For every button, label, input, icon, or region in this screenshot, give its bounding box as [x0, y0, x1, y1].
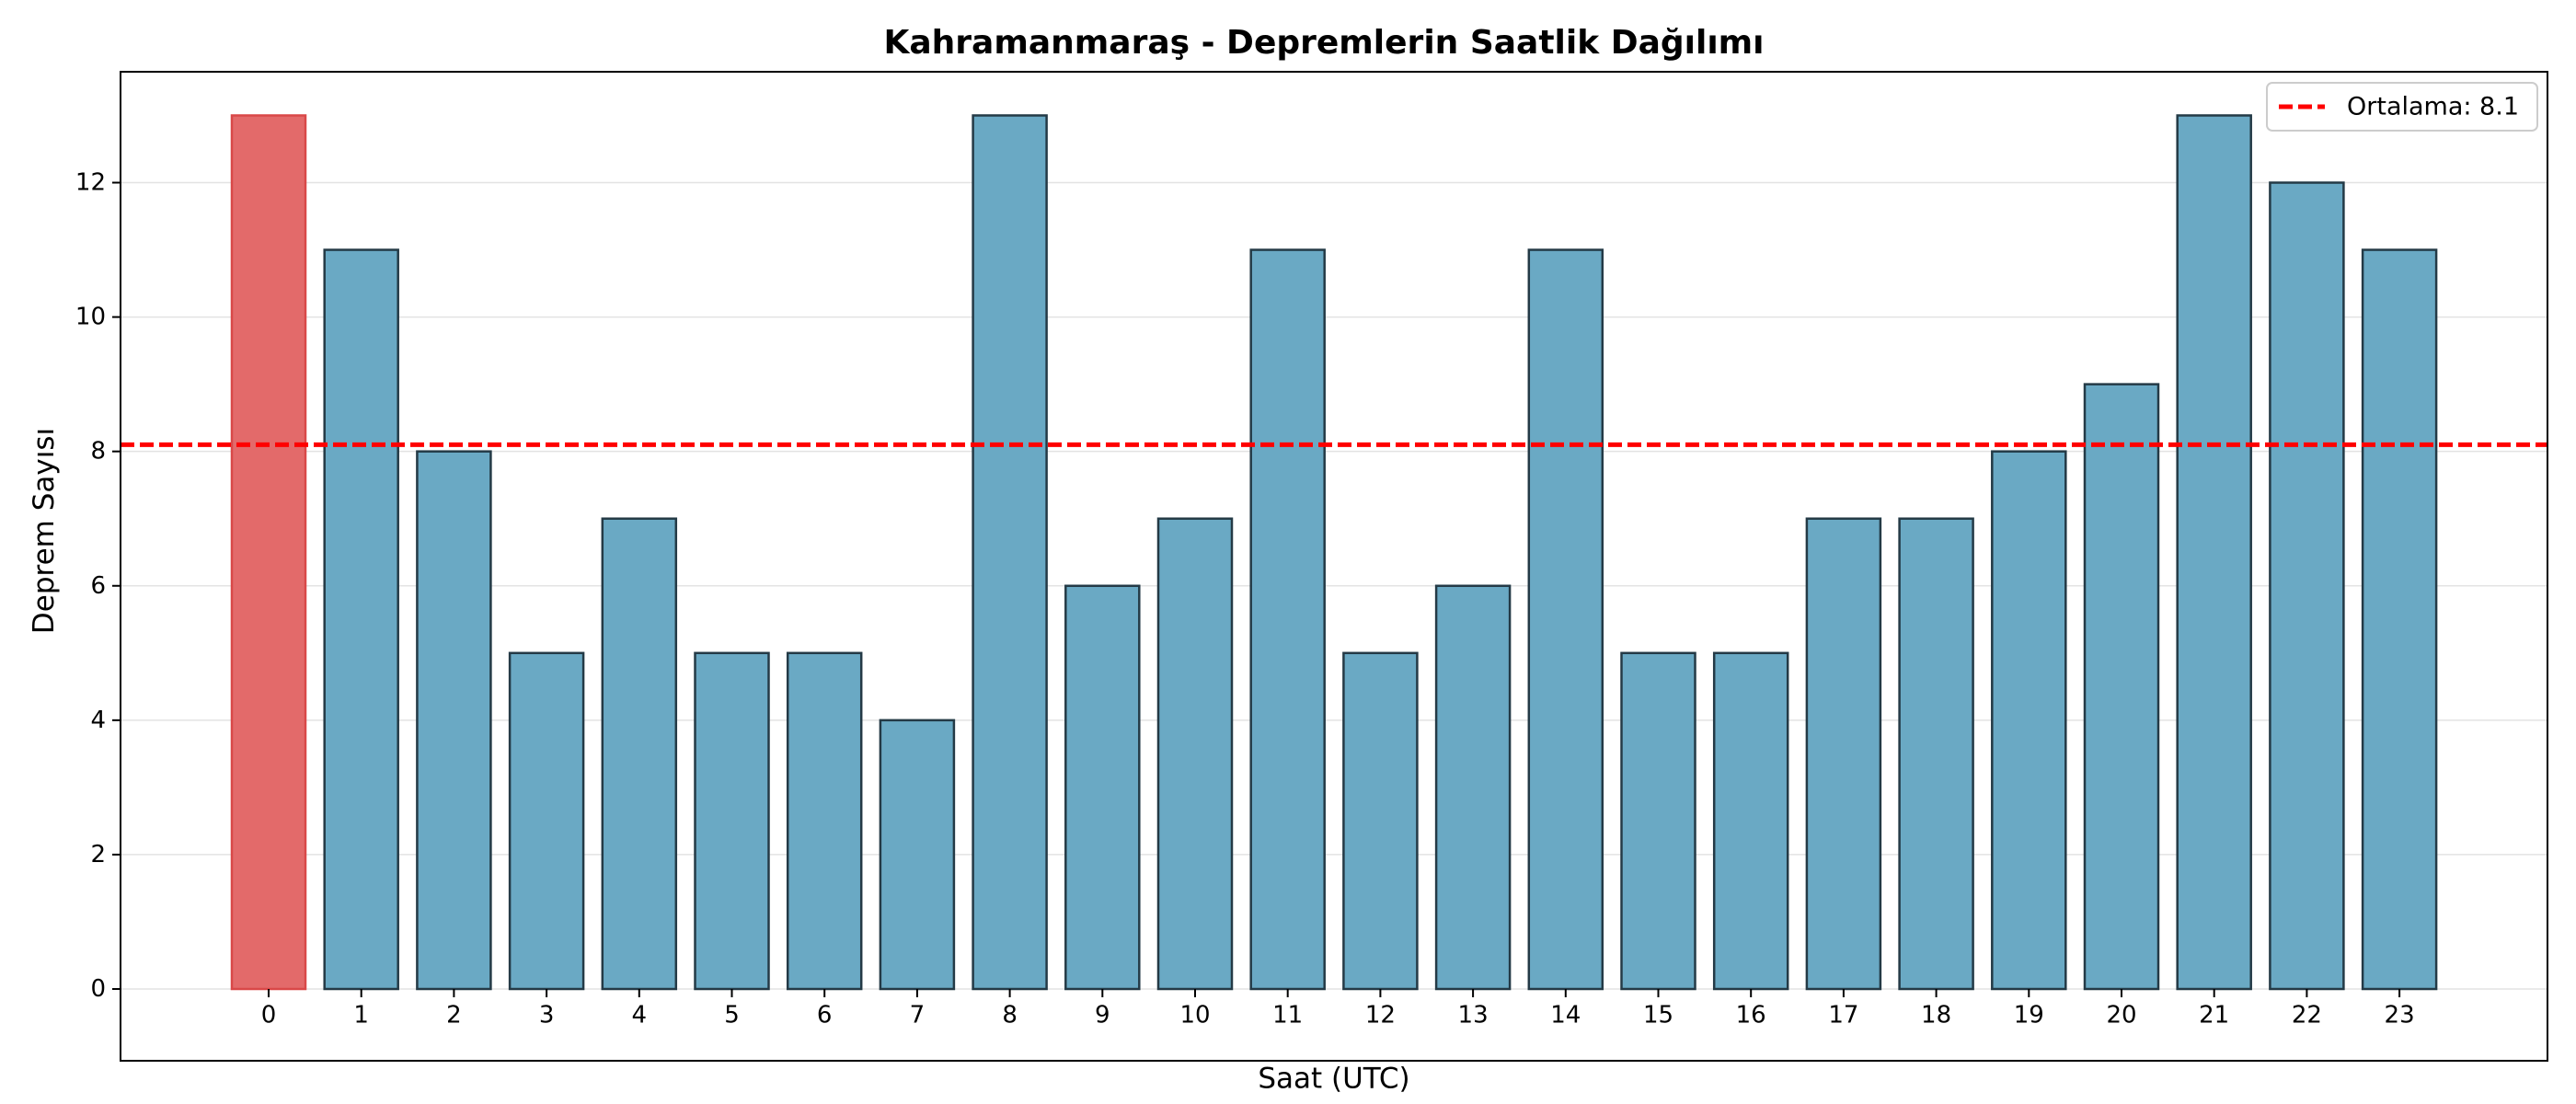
bar-hour-2 — [416, 450, 492, 991]
x-tick-label: 17 — [1828, 1001, 1858, 1029]
bars — [230, 114, 2438, 991]
bar-hour-23 — [2361, 248, 2438, 991]
bar-hour-10 — [1156, 517, 1234, 991]
x-tick-label: 0 — [261, 1001, 277, 1029]
bar-hour-21 — [2176, 114, 2252, 991]
bar-hour-13 — [1434, 584, 1512, 991]
bar-hour-11 — [1249, 248, 1326, 991]
x-tick-label: 3 — [539, 1001, 555, 1029]
x-tick-label: 2 — [446, 1001, 462, 1029]
x-tick-label: 21 — [2199, 1001, 2229, 1029]
x-tick-label: 15 — [1643, 1001, 1673, 1029]
y-tick-label: 8 — [90, 438, 106, 466]
x-tick-label: 23 — [2385, 1001, 2415, 1029]
x-tick-label: 16 — [1736, 1001, 1766, 1029]
chart-title: Kahramanmaraş - Depremlerin Saatlik Dağı… — [883, 24, 1764, 62]
y-tick-label: 2 — [90, 841, 106, 868]
x-tick-label: 8 — [1002, 1001, 1018, 1029]
bar-hour-5 — [694, 651, 770, 991]
bar-hour-3 — [508, 651, 585, 991]
x-axis-ticks: 0 1 2 3 4 5 6 7 8 9 10 11 12 13 14 15 16 17 18 19 20 21 22 23 — [261, 989, 2415, 1029]
bar-hour-0 — [230, 114, 307, 991]
y-tick-label: 4 — [90, 707, 106, 734]
bar-hour-15 — [1620, 651, 1696, 991]
legend-label: Ortalama: 8.1 — [2347, 93, 2519, 121]
y-axis-label: Deprem Sayısı — [28, 428, 61, 634]
bar-hour-18 — [1898, 517, 1974, 991]
bar-hour-19 — [1991, 450, 2067, 991]
y-tick-label: 6 — [90, 572, 106, 600]
bar-hour-14 — [1527, 248, 1604, 991]
plot-frame — [120, 71, 2548, 1062]
bar-hour-9 — [1064, 584, 1141, 991]
x-tick-label: 22 — [2292, 1001, 2322, 1029]
x-tick-label: 10 — [1179, 1001, 1210, 1029]
bar-hour-22 — [2269, 181, 2345, 991]
bar-hour-20 — [2083, 383, 2160, 991]
x-tick-label: 18 — [1921, 1001, 1951, 1029]
x-tick-label: 19 — [2014, 1001, 2044, 1029]
x-tick-label: 12 — [1365, 1001, 1396, 1029]
y-tick-label: 12 — [75, 169, 106, 197]
y-axis-ticks: 0 2 4 6 8 10 12 — [75, 169, 121, 1003]
bar-hour-17 — [1805, 517, 1882, 991]
x-axis-label: Saat (UTC) — [1258, 1062, 1409, 1095]
bar-hour-16 — [1712, 651, 1789, 991]
bar-hour-8 — [972, 114, 1048, 991]
bar-hour-6 — [786, 651, 863, 991]
x-tick-label: 6 — [817, 1001, 833, 1029]
y-tick-label: 0 — [90, 975, 106, 1003]
x-tick-label: 14 — [1550, 1001, 1581, 1029]
y-tick-label: 10 — [75, 304, 106, 331]
x-tick-label: 7 — [910, 1001, 926, 1029]
x-tick-label: 20 — [2106, 1001, 2136, 1029]
x-tick-label: 1 — [353, 1001, 369, 1029]
x-tick-label: 9 — [1095, 1001, 1110, 1029]
x-tick-label: 4 — [632, 1001, 648, 1029]
x-tick-label: 11 — [1272, 1001, 1303, 1029]
legend-box — [2266, 82, 2538, 132]
bar-hour-12 — [1342, 651, 1419, 991]
x-tick-label: 13 — [1458, 1001, 1489, 1029]
bar-hour-7 — [879, 719, 956, 991]
bar-hour-4 — [601, 517, 678, 991]
legend: Ortalama: 8.1 — [2266, 82, 2538, 132]
x-tick-label: 5 — [724, 1001, 740, 1029]
bar-hour-1 — [323, 248, 399, 991]
